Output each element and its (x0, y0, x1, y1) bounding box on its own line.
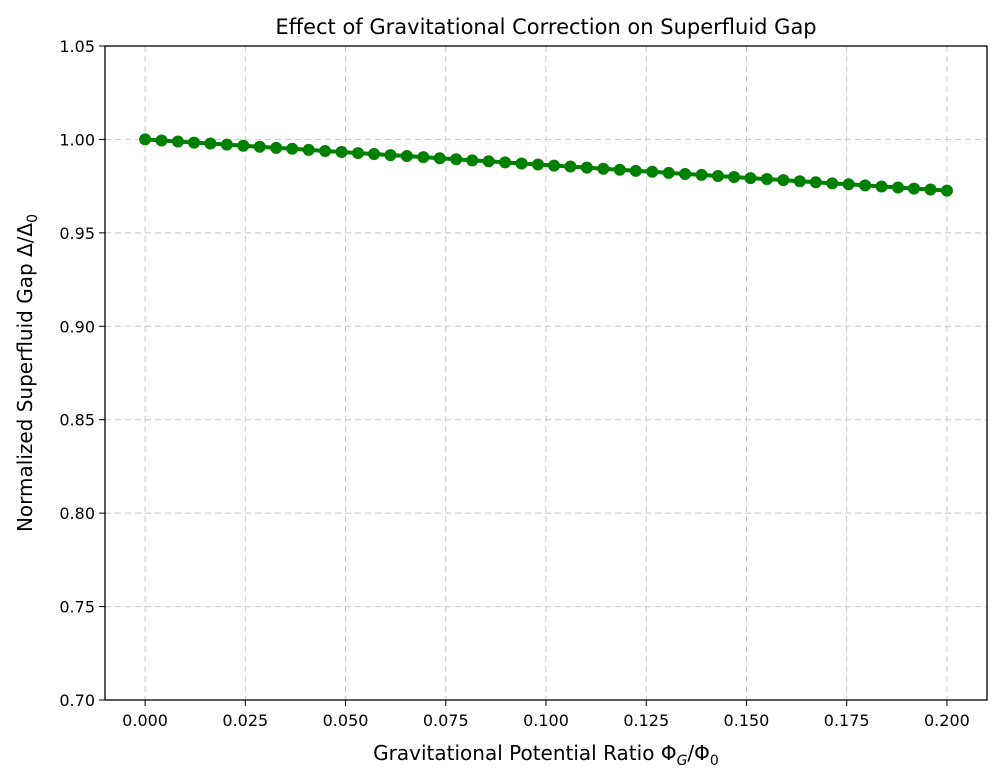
data-point (842, 178, 855, 191)
data-point (646, 165, 659, 178)
data-point (711, 170, 724, 183)
data-point (826, 177, 839, 190)
data-point (204, 137, 217, 150)
data-point (760, 173, 773, 186)
data-point (891, 181, 904, 194)
y-axis-label: Normalized Superfluid Gap Δ/Δ0 (13, 214, 41, 532)
data-point (548, 159, 561, 172)
data-point (499, 156, 512, 169)
x-tick-label: 0.075 (423, 711, 469, 730)
data-point (908, 182, 921, 195)
data-point (695, 168, 708, 181)
y-tick-label: 0.90 (59, 317, 95, 336)
x-axis-label: Gravitational Potential Ratio ΦG/Φ0 (373, 741, 719, 769)
data-point (188, 136, 201, 149)
data-point (662, 166, 675, 179)
x-tick-label: 0.150 (724, 711, 770, 730)
data-point (793, 175, 806, 188)
data-point (139, 133, 152, 146)
y-tick-label: 0.95 (59, 224, 95, 243)
data-point (335, 145, 348, 158)
data-point (744, 172, 757, 185)
data-point (368, 148, 381, 161)
data-point (237, 139, 250, 152)
x-tick-label: 0.025 (222, 711, 268, 730)
data-point (384, 149, 397, 162)
data-point (482, 155, 495, 168)
ticks: 0.000 0.025 0.050 0.075 0.100 0.125 0.150 0.175… (59, 37, 969, 730)
data-point (679, 167, 692, 180)
data-point (859, 179, 872, 192)
data-point (400, 150, 413, 163)
data-point (220, 138, 233, 151)
x-tick-label: 0.125 (623, 711, 669, 730)
x-tick-label: 0.050 (323, 711, 369, 730)
data-point (531, 158, 544, 171)
data-point (270, 141, 283, 154)
data-point (253, 140, 266, 153)
data-point (466, 154, 479, 167)
y-tick-label: 1.05 (59, 37, 95, 56)
data-point (924, 183, 937, 196)
data-point (351, 147, 364, 160)
data-point (613, 163, 626, 176)
x-tick-label: 0.000 (122, 711, 168, 730)
data-point (809, 176, 822, 189)
series-line (139, 133, 953, 197)
data-point (728, 170, 741, 183)
data-point (286, 142, 299, 155)
data-point (777, 174, 790, 187)
data-point (597, 162, 610, 175)
data-point (155, 134, 168, 147)
x-tick-label: 0.175 (824, 711, 870, 730)
x-tick-label: 0.100 (523, 711, 569, 730)
data-point (564, 160, 577, 173)
data-point (433, 152, 446, 165)
y-tick-label: 0.80 (59, 504, 95, 523)
x-tick-label: 0.200 (924, 711, 970, 730)
data-point (875, 180, 888, 193)
y-tick-label: 1.00 (59, 130, 95, 149)
chart-title: Effect of Gravitational Correction on Su… (275, 15, 816, 39)
y-tick-label: 0.85 (59, 411, 95, 430)
y-tick-label: 0.75 (59, 598, 95, 617)
data-point (302, 143, 315, 156)
data-point (319, 145, 332, 158)
data-point (580, 161, 593, 174)
data-point (450, 153, 463, 166)
data-point (629, 164, 642, 177)
data-point (940, 184, 953, 197)
data-point (417, 151, 430, 164)
data-point (515, 157, 528, 170)
data-point (171, 135, 184, 148)
y-tick-label: 0.70 (59, 691, 95, 710)
